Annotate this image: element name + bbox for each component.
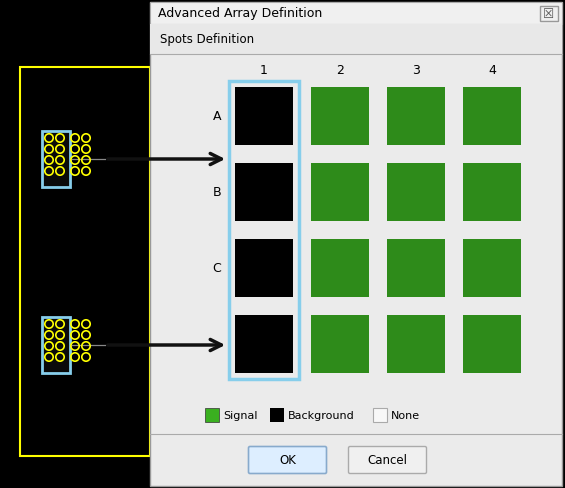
Text: Cancel: Cancel xyxy=(367,453,407,467)
Text: ☒: ☒ xyxy=(544,8,555,21)
Bar xyxy=(235,240,293,297)
Bar xyxy=(463,240,521,297)
Bar xyxy=(150,3,562,25)
Text: C: C xyxy=(212,262,221,275)
Bar xyxy=(311,315,369,373)
Bar xyxy=(311,163,369,222)
Text: Signal: Signal xyxy=(223,410,258,420)
Text: Spots Definition: Spots Definition xyxy=(160,34,254,46)
Text: OK: OK xyxy=(279,453,296,467)
Bar xyxy=(235,163,293,222)
Bar xyxy=(311,240,369,297)
FancyBboxPatch shape xyxy=(42,317,70,373)
Text: Advanced Array Definition: Advanced Array Definition xyxy=(158,7,322,20)
FancyBboxPatch shape xyxy=(42,132,70,187)
Text: B: B xyxy=(212,186,221,199)
Bar xyxy=(463,163,521,222)
Bar xyxy=(150,3,562,486)
Bar xyxy=(235,315,293,373)
Bar xyxy=(387,88,445,146)
Text: None: None xyxy=(391,410,420,420)
Bar xyxy=(229,82,299,379)
Bar xyxy=(387,315,445,373)
Bar xyxy=(150,25,562,55)
Bar xyxy=(270,408,284,422)
Text: A: A xyxy=(213,110,221,123)
Text: 3: 3 xyxy=(412,63,420,76)
Bar xyxy=(373,408,387,422)
FancyBboxPatch shape xyxy=(249,447,327,473)
Bar xyxy=(20,68,150,456)
Text: 2: 2 xyxy=(336,63,344,76)
Bar xyxy=(463,315,521,373)
Text: Background: Background xyxy=(288,410,355,420)
FancyBboxPatch shape xyxy=(349,447,427,473)
Text: 1: 1 xyxy=(260,63,268,76)
Bar xyxy=(205,408,219,422)
Text: 4: 4 xyxy=(488,63,496,76)
Bar xyxy=(463,88,521,146)
Bar xyxy=(235,88,293,146)
FancyBboxPatch shape xyxy=(540,7,558,22)
Bar xyxy=(387,163,445,222)
Bar xyxy=(311,88,369,146)
Bar xyxy=(387,240,445,297)
